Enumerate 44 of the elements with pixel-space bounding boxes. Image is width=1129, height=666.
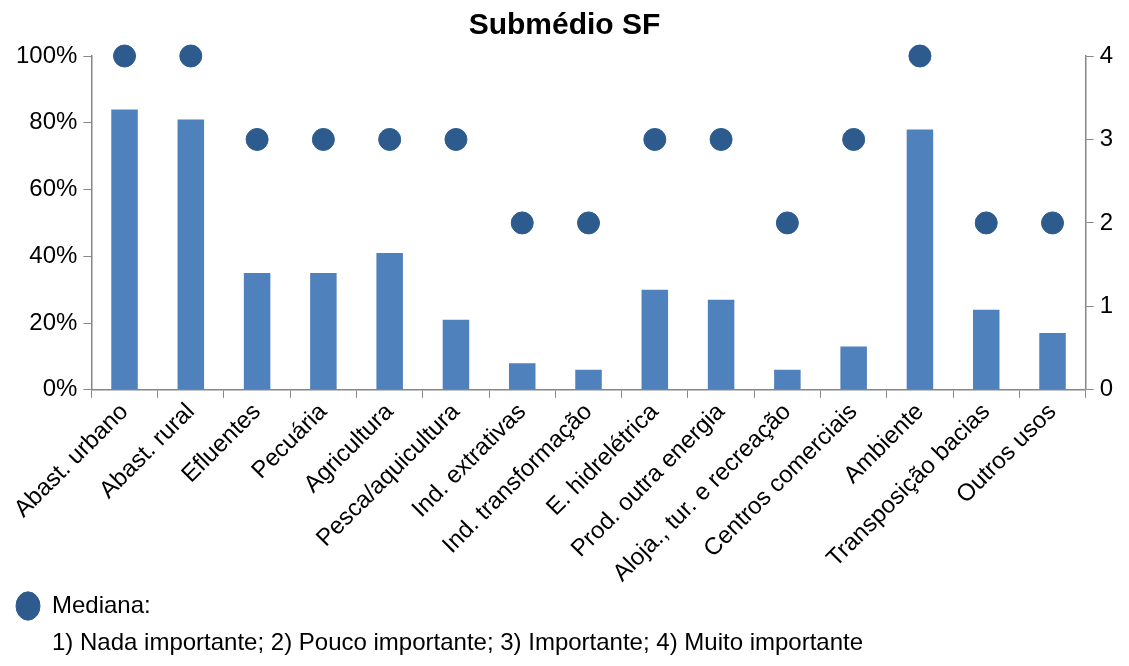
- y2-tick-label: 3: [1099, 124, 1114, 152]
- point: [709, 127, 733, 151]
- bar: [906, 129, 934, 390]
- bar: [177, 119, 205, 390]
- bar: [111, 109, 138, 390]
- bar: [707, 299, 735, 390]
- y2-tick-label: 0: [1099, 374, 1114, 402]
- point: [113, 44, 137, 68]
- point: [842, 127, 866, 151]
- point: [577, 211, 601, 235]
- y-tick-label: 20%: [29, 307, 78, 335]
- legend-label: Mediana:: [52, 590, 151, 618]
- point: [444, 127, 468, 151]
- point: [908, 44, 932, 68]
- y2-tick-label: 4: [1099, 40, 1114, 68]
- text: 1) Nada importante; 2) Pouco importante; 3) Importante; 4) Muito importante: [52, 628, 864, 656]
- bar: [972, 309, 1000, 390]
- point: [311, 127, 335, 151]
- y-tick-label: 60%: [29, 174, 78, 202]
- bar: [508, 363, 536, 390]
- bar: [310, 273, 337, 390]
- point: [245, 127, 269, 151]
- bar: [376, 252, 403, 390]
- point: [974, 211, 998, 235]
- bar: [575, 369, 602, 390]
- point: [775, 211, 799, 235]
- bar: [1039, 333, 1066, 390]
- bar: [774, 369, 801, 390]
- y-tick-label: 0%: [42, 374, 78, 402]
- y-tick-label: 100%: [15, 40, 78, 68]
- y-tick-label: 40%: [29, 240, 78, 268]
- bar: [840, 346, 867, 390]
- y-tick-label: 80%: [29, 107, 78, 135]
- point: [643, 127, 667, 151]
- y2-tick-label: 1: [1099, 291, 1114, 318]
- point: [510, 211, 534, 235]
- bar: [641, 289, 669, 390]
- point: [1041, 211, 1065, 235]
- bar: [243, 273, 271, 390]
- point: [179, 44, 203, 68]
- point: [378, 127, 402, 151]
- bar: [442, 319, 470, 390]
- y2-tick-label: 2: [1099, 207, 1114, 235]
- chart-title: Submédio SF: [468, 7, 661, 41]
